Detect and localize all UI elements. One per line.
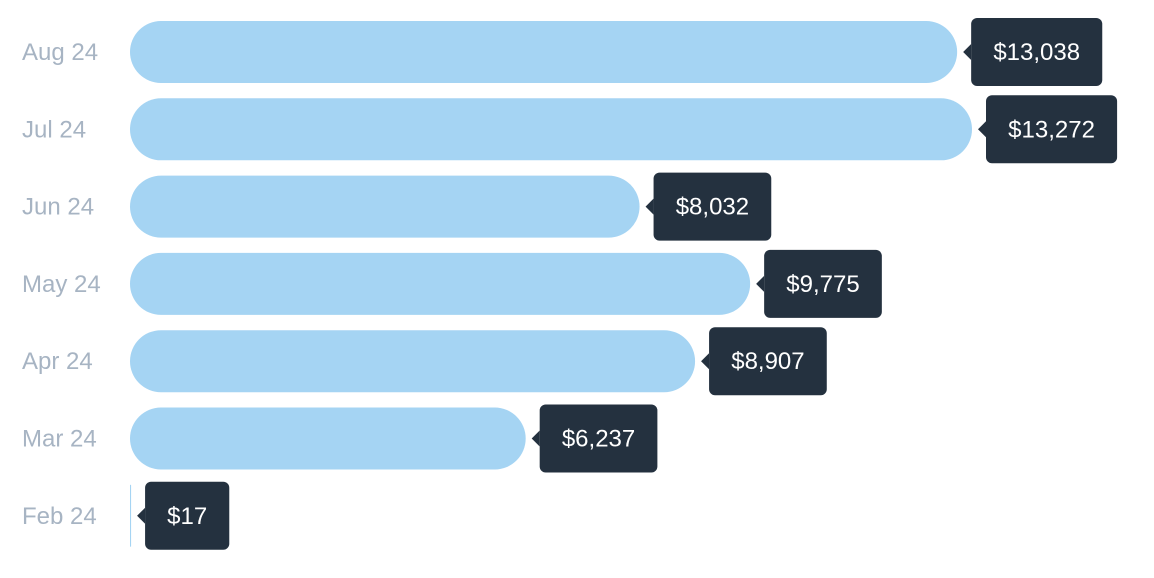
tooltip-pointer xyxy=(978,121,986,138)
bar-row: Mar 24 $6,237 xyxy=(22,404,658,473)
bar-row: Apr 24 $8,907 xyxy=(22,327,827,396)
tooltip-pointer xyxy=(963,44,972,60)
bar xyxy=(130,484,132,547)
bar-row: Aug 24 $13,038 xyxy=(22,18,1103,86)
category-label: May 24 xyxy=(22,271,101,298)
value-label: $9,775 xyxy=(786,271,859,298)
value-tooltip xyxy=(653,172,772,241)
value-tooltip xyxy=(971,18,1103,86)
category-label: Feb 24 xyxy=(22,503,97,530)
bar-row: Jun 24 $8,032 xyxy=(22,172,772,241)
category-label: Mar 24 xyxy=(22,426,97,453)
category-label: Jun 24 xyxy=(22,194,94,221)
tooltip-pointer xyxy=(645,198,654,215)
value-label: $13,038 xyxy=(993,39,1080,66)
value-tooltip xyxy=(709,327,827,396)
value-label: $17 xyxy=(167,503,207,530)
category-label: Aug 24 xyxy=(22,39,98,66)
value-label: $6,237 xyxy=(562,426,635,453)
value-label: $8,907 xyxy=(731,348,804,375)
value-label: $13,272 xyxy=(1008,116,1095,143)
value-tooltip xyxy=(764,249,882,318)
bar-row: Jul 24 $13,272 xyxy=(22,95,1118,164)
category-label: Apr 24 xyxy=(22,348,93,375)
tooltip-pointer xyxy=(531,430,540,447)
category-label: Jul 24 xyxy=(22,116,86,143)
bar xyxy=(130,98,972,161)
bar xyxy=(130,407,526,470)
bar xyxy=(130,175,640,238)
value-tooltip xyxy=(986,95,1118,164)
bar-row: Feb 24 $17 xyxy=(22,481,230,550)
bar xyxy=(130,252,751,315)
bar xyxy=(130,330,696,393)
bar xyxy=(130,21,958,83)
value-tooltip xyxy=(539,404,658,473)
tooltip-pointer xyxy=(701,353,710,370)
value-label: $8,032 xyxy=(676,194,749,221)
tooltip-pointer xyxy=(137,507,146,524)
tooltip-pointer xyxy=(756,275,765,292)
value-tooltip xyxy=(145,481,230,550)
bar-row: May 24 $9,775 xyxy=(22,249,882,318)
